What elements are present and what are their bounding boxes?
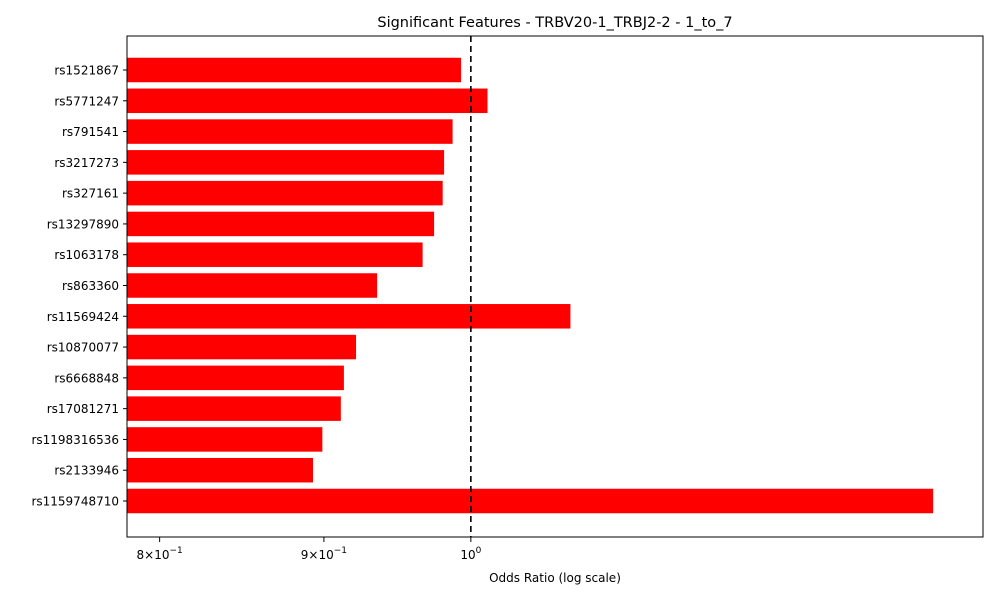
bar-rs2133946	[127, 457, 314, 483]
bar-rs17081271	[127, 396, 341, 421]
y-tick-label: rs13297890	[47, 217, 119, 231]
y-axis-ticks: rs1521867 rs5771247 rs791541 rs3217273 rs327…	[31, 64, 127, 509]
chart-title: Significant Features - TRBV20-1_TRBJ2-2 …	[377, 15, 732, 31]
bar-rs5771247	[127, 88, 488, 114]
y-tick-label: rs2133946	[54, 464, 119, 478]
bar-rs1198316536	[127, 427, 323, 452]
bar-rs11569424	[127, 304, 571, 329]
y-tick-label: rs1159748710	[31, 495, 119, 509]
y-tick-label: rs3217273	[54, 156, 119, 170]
y-tick-label: rs1521867	[54, 64, 119, 78]
bar-rs3217273	[127, 150, 445, 175]
y-tick-label: rs17081271	[47, 402, 119, 416]
bar-rs10870077	[127, 334, 357, 360]
bar-rs6668848	[127, 365, 344, 391]
x-axis-label: Odds Ratio (log scale)	[489, 571, 621, 585]
bar-rs863360	[127, 273, 378, 298]
y-tick-label: rs11569424	[47, 310, 119, 324]
y-tick-label: rs6668848	[54, 371, 119, 385]
bar-rs1159748710	[127, 488, 934, 514]
bar-rs1063178	[127, 242, 423, 267]
bars-group	[127, 57, 934, 514]
y-tick-label: rs791541	[62, 125, 119, 139]
bar-rs791541	[127, 119, 453, 144]
y-tick-label: rs863360	[62, 279, 119, 293]
y-tick-label: rs1063178	[54, 248, 119, 262]
plot-frame	[126, 35, 984, 538]
bar-rs1521867	[127, 57, 462, 83]
y-tick-label: rs10870077	[47, 341, 119, 355]
y-tick-label: rs327161	[62, 187, 119, 201]
y-tick-label: rs1198316536	[31, 433, 119, 447]
bar-rs327161	[127, 180, 443, 206]
y-tick-label: rs5771247	[54, 94, 119, 108]
bar-rs13297890	[127, 211, 435, 237]
